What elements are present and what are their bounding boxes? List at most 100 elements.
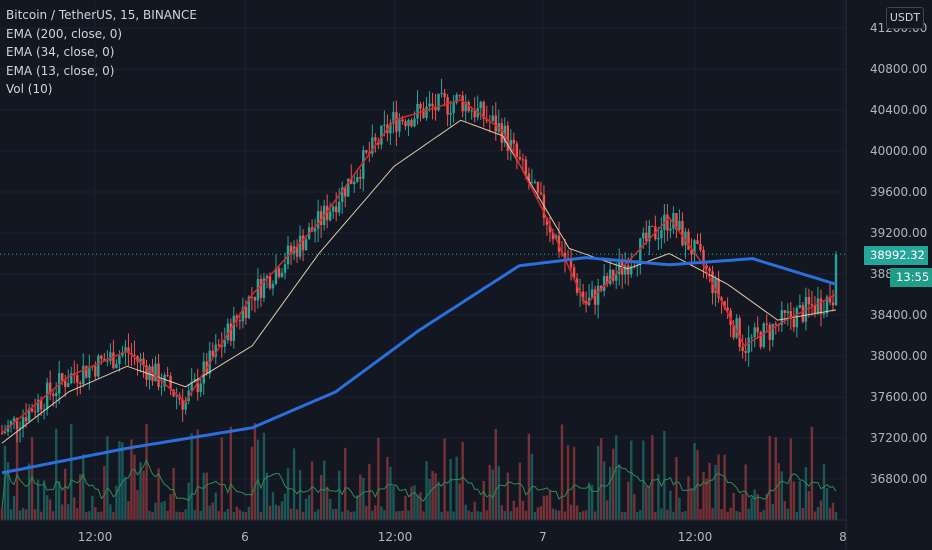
candle-body: [557, 235, 561, 252]
candle-body: [392, 112, 395, 124]
volume-bar: [527, 433, 531, 520]
candle-body: [434, 106, 437, 111]
candle-body: [741, 346, 744, 351]
volume-bar: [428, 479, 431, 520]
candle-body: [723, 301, 726, 308]
candle-body: [118, 355, 121, 364]
candle-body: [24, 417, 28, 422]
volume-bar: [280, 501, 284, 520]
candle-body: [133, 354, 136, 357]
volume-bar: [286, 468, 290, 520]
candle-body: [181, 399, 184, 410]
volume-bar: [163, 500, 166, 520]
volume-bar: [515, 507, 519, 520]
candle-body: [109, 352, 112, 361]
volume-bar: [106, 436, 109, 520]
volume-bar: [6, 462, 10, 520]
candle-body: [789, 311, 793, 319]
candle-body: [786, 311, 790, 314]
candle-body: [491, 115, 494, 121]
volume-bar: [636, 511, 639, 520]
candle-body: [720, 297, 723, 302]
y-tick-label: 39200.00: [870, 226, 927, 240]
candle-body: [807, 296, 811, 305]
volume-bar: [319, 474, 323, 520]
volume-bar: [33, 509, 37, 520]
volume-bars: [0, 423, 838, 520]
volume-bar: [362, 478, 365, 520]
volume-bar: [139, 462, 142, 520]
candle-body: [371, 137, 374, 154]
volume-bar: [335, 508, 338, 520]
volume-bar: [127, 501, 130, 520]
candle-body: [262, 278, 266, 298]
volume-bar: [283, 493, 287, 520]
volume-bar: [356, 495, 359, 520]
volume-bar: [386, 456, 389, 520]
ema13-legend[interactable]: EMA (13, close, 0): [6, 63, 115, 78]
volume-bar: [762, 509, 765, 520]
volume-bar: [449, 459, 452, 520]
volume-bar: [539, 506, 543, 520]
candle-body: [527, 173, 531, 183]
volume-bar: [750, 497, 753, 520]
symbol-title[interactable]: Bitcoin / TetherUS, 15, BINANCE: [6, 8, 197, 22]
candle-body: [319, 211, 323, 225]
volume-bar: [175, 511, 178, 520]
candle-body: [452, 102, 455, 113]
candle-body: [199, 383, 202, 393]
volume-bar: [756, 493, 759, 520]
candle-body: [768, 324, 771, 340]
candle-body: [515, 143, 519, 158]
candle-body: [518, 157, 522, 160]
volume-bar: [199, 510, 202, 520]
volume-bar: [24, 509, 28, 520]
candle-body: [54, 393, 58, 396]
candle-body: [313, 228, 317, 232]
volume-bar: [789, 438, 793, 520]
volume-bar: [217, 511, 220, 520]
volume-bar: [380, 506, 383, 520]
candle-body: [500, 123, 503, 143]
volume-bar: [615, 435, 618, 520]
volume-bar: [61, 504, 64, 520]
candle-body: [605, 276, 609, 284]
volume-bar: [566, 445, 570, 520]
ema200-legend[interactable]: EMA (200, close, 0): [6, 26, 123, 41]
volume-bar: [214, 492, 217, 520]
candle-body: [747, 337, 750, 353]
volume-bar: [810, 426, 814, 520]
volume-bar: [91, 495, 94, 520]
volume-bar: [262, 432, 266, 520]
volume-bar: [48, 499, 52, 520]
candle-body: [419, 103, 422, 109]
volume-bar: [714, 464, 717, 520]
candle-body: [593, 289, 597, 305]
candle-body: [244, 307, 248, 319]
volume-bar: [816, 506, 820, 520]
volume-bar: [699, 508, 702, 520]
volume-bar: [705, 478, 708, 520]
candle-body: [271, 283, 275, 289]
volume-bar: [341, 511, 344, 520]
volume-bar: [51, 511, 55, 520]
volume-bar: [307, 495, 311, 520]
candle-body: [82, 365, 85, 385]
volume-bar: [672, 511, 675, 520]
candle-body: [759, 332, 762, 347]
volume-bar: [729, 507, 732, 520]
currency-label[interactable]: USDT: [886, 7, 924, 29]
volume-bar: [675, 457, 678, 520]
volume-bar: [21, 507, 25, 520]
candle-body: [834, 254, 838, 306]
volume-bar: [431, 470, 434, 520]
candle-body: [548, 224, 552, 233]
volume-bar: [205, 472, 208, 520]
volume-legend[interactable]: Vol (10): [6, 82, 53, 96]
ema34-legend[interactable]: EMA (34, close, 0): [6, 45, 115, 59]
last-price-tag: 38992.32: [864, 246, 928, 265]
volume-bar: [834, 511, 838, 520]
candle-body: [795, 308, 799, 328]
volume-bar: [208, 505, 211, 520]
